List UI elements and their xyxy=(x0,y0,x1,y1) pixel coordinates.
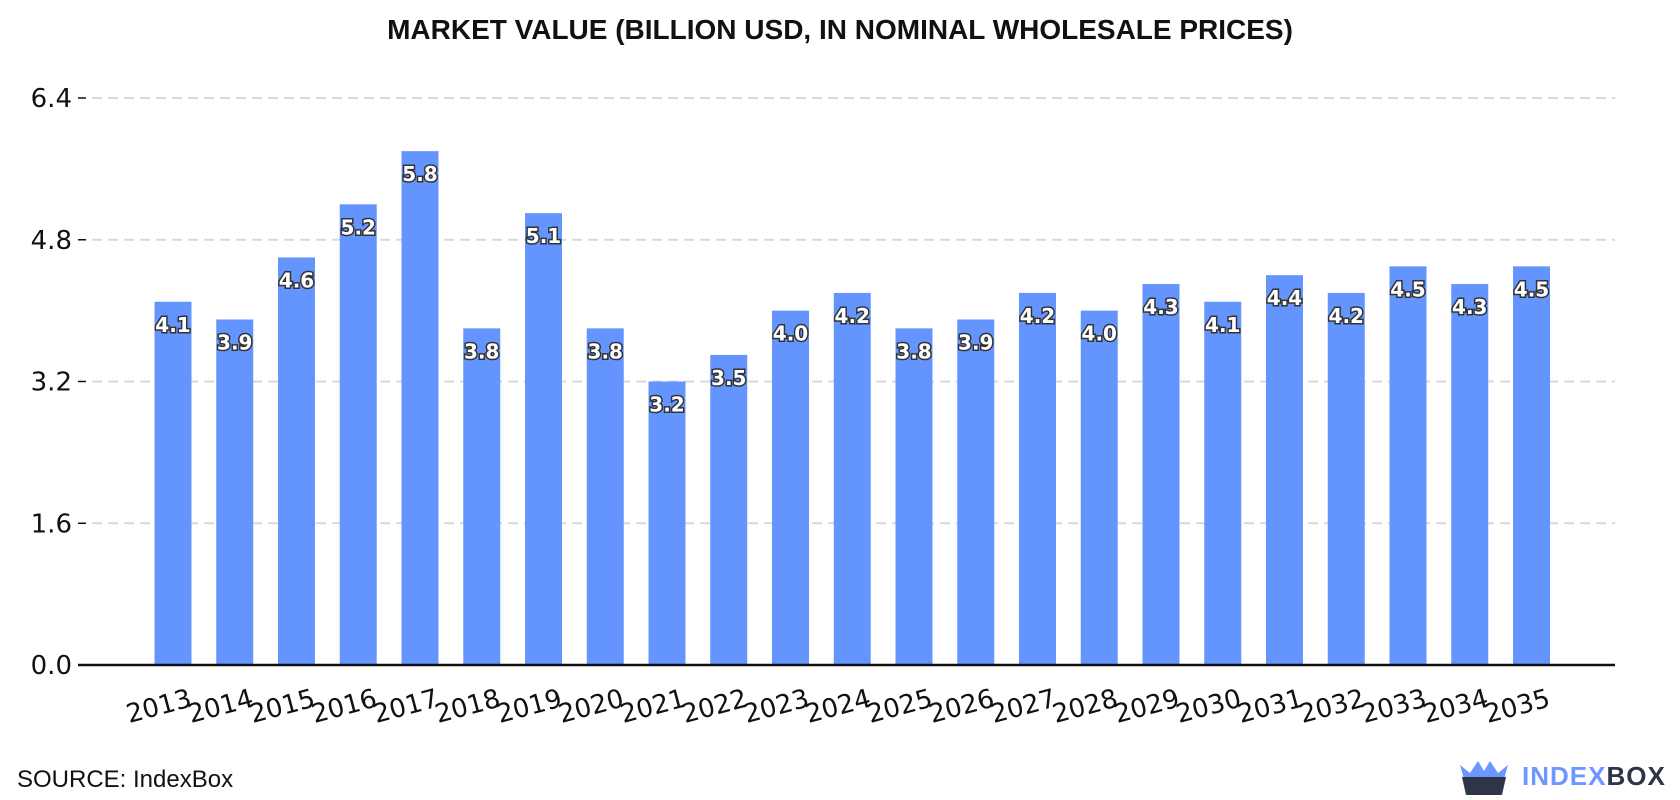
data-label: 4.6 xyxy=(279,268,314,292)
data-label: 5.2 xyxy=(341,215,376,239)
x-tick-label: 2013 xyxy=(123,684,195,730)
bar xyxy=(1019,292,1056,665)
data-label: 5.1 xyxy=(526,224,561,248)
data-label: 4.3 xyxy=(1143,295,1178,319)
x-tick-label: 2035 xyxy=(1482,684,1554,730)
data-label: 4.0 xyxy=(1082,322,1117,346)
x-tick-label: 2030 xyxy=(1173,684,1245,730)
x-tick-label: 2021 xyxy=(617,684,689,730)
x-tick-label: 2020 xyxy=(555,684,627,730)
bar xyxy=(278,257,315,665)
y-tick-label: 6.4 xyxy=(31,84,72,114)
bar xyxy=(401,151,439,665)
data-label: 4.0 xyxy=(773,322,808,346)
x-tick-label: 2016 xyxy=(308,684,380,730)
bar xyxy=(1266,275,1303,665)
data-label: 3.9 xyxy=(958,330,993,354)
data-label: 4.2 xyxy=(1329,304,1364,328)
x-tick-label: 2023 xyxy=(741,684,813,730)
x-tick-label: 2015 xyxy=(247,684,319,730)
x-tick-label: 2014 xyxy=(185,684,257,730)
y-tick-label: 1.6 xyxy=(31,509,72,539)
x-tick-label: 2018 xyxy=(432,684,504,730)
bar xyxy=(710,354,748,665)
bar xyxy=(895,328,933,665)
x-tick-label: 2029 xyxy=(1111,684,1183,730)
bar xyxy=(833,292,871,665)
bar xyxy=(1451,284,1489,665)
data-label: 3.5 xyxy=(711,366,746,390)
source-note: SOURCE: IndexBox xyxy=(17,766,234,793)
y-tick-label: 4.8 xyxy=(31,226,72,256)
data-label: 4.5 xyxy=(1514,277,1549,301)
bar xyxy=(586,328,624,665)
bar xyxy=(1389,266,1427,665)
data-label: 3.9 xyxy=(217,330,252,354)
data-labels: 4.1 3.9 4.6 5.2 5.8 3.8 5.1 3.8 3.2 3.5 4.0 4.2 3.8 3… xyxy=(154,161,1551,418)
x-tick-label: 2033 xyxy=(1358,684,1430,730)
x-tick-label: 2019 xyxy=(494,684,566,730)
x-tick-label: 2034 xyxy=(1420,684,1492,730)
data-label: 4.3 xyxy=(1452,295,1487,319)
data-label: 3.8 xyxy=(896,339,931,363)
bar xyxy=(1327,292,1365,665)
bar xyxy=(525,213,562,665)
x-tick-label: 2028 xyxy=(1049,684,1121,730)
chart-title: MARKET VALUE (BILLION USD, IN NOMINAL WH… xyxy=(387,14,1293,45)
x-tick-label: 2022 xyxy=(679,684,751,730)
bar xyxy=(463,328,501,665)
bar xyxy=(772,310,809,665)
bar xyxy=(339,204,377,665)
x-tick-label: 2024 xyxy=(802,684,874,730)
data-label: 5.8 xyxy=(402,162,437,186)
bar xyxy=(648,381,686,665)
x-tick-label: 2027 xyxy=(988,684,1060,730)
data-label: 4.1 xyxy=(1205,313,1240,337)
bar xyxy=(154,301,192,665)
brand-part-box: BOX xyxy=(1606,761,1666,791)
data-label: 4.5 xyxy=(1390,277,1425,301)
indexbox-logo: INDEXBOX xyxy=(1458,755,1668,799)
x-tick-label: 2025 xyxy=(864,684,936,730)
x-tick-label: 2017 xyxy=(370,684,442,730)
bar xyxy=(957,319,995,665)
y-tick-label: 3.2 xyxy=(31,368,72,398)
bar xyxy=(1513,266,1550,665)
brand-wordmark: INDEXBOX xyxy=(1522,761,1666,792)
x-tick-label: 2031 xyxy=(1235,684,1307,730)
bar xyxy=(1142,284,1180,665)
x-tick-label: 2032 xyxy=(1296,684,1368,730)
data-label: 3.8 xyxy=(588,339,623,363)
y-tick-label: 0.0 xyxy=(31,651,72,681)
x-tick-label: 2026 xyxy=(926,684,998,730)
bar xyxy=(216,319,254,665)
data-label: 4.4 xyxy=(1267,286,1302,310)
bar xyxy=(1204,301,1242,665)
bars xyxy=(154,151,1550,665)
data-label: 4.2 xyxy=(1020,304,1055,328)
data-label: 3.2 xyxy=(649,393,684,417)
brand-part-index: INDEX xyxy=(1522,761,1607,791)
data-label: 3.8 xyxy=(464,339,499,363)
data-label: 4.2 xyxy=(835,304,870,328)
data-label: 4.1 xyxy=(155,313,190,337)
crown-box-icon xyxy=(1460,761,1508,795)
axes: 0.01.63.24.86.42013201420152016201720182… xyxy=(31,84,1615,730)
bar xyxy=(1080,310,1118,665)
